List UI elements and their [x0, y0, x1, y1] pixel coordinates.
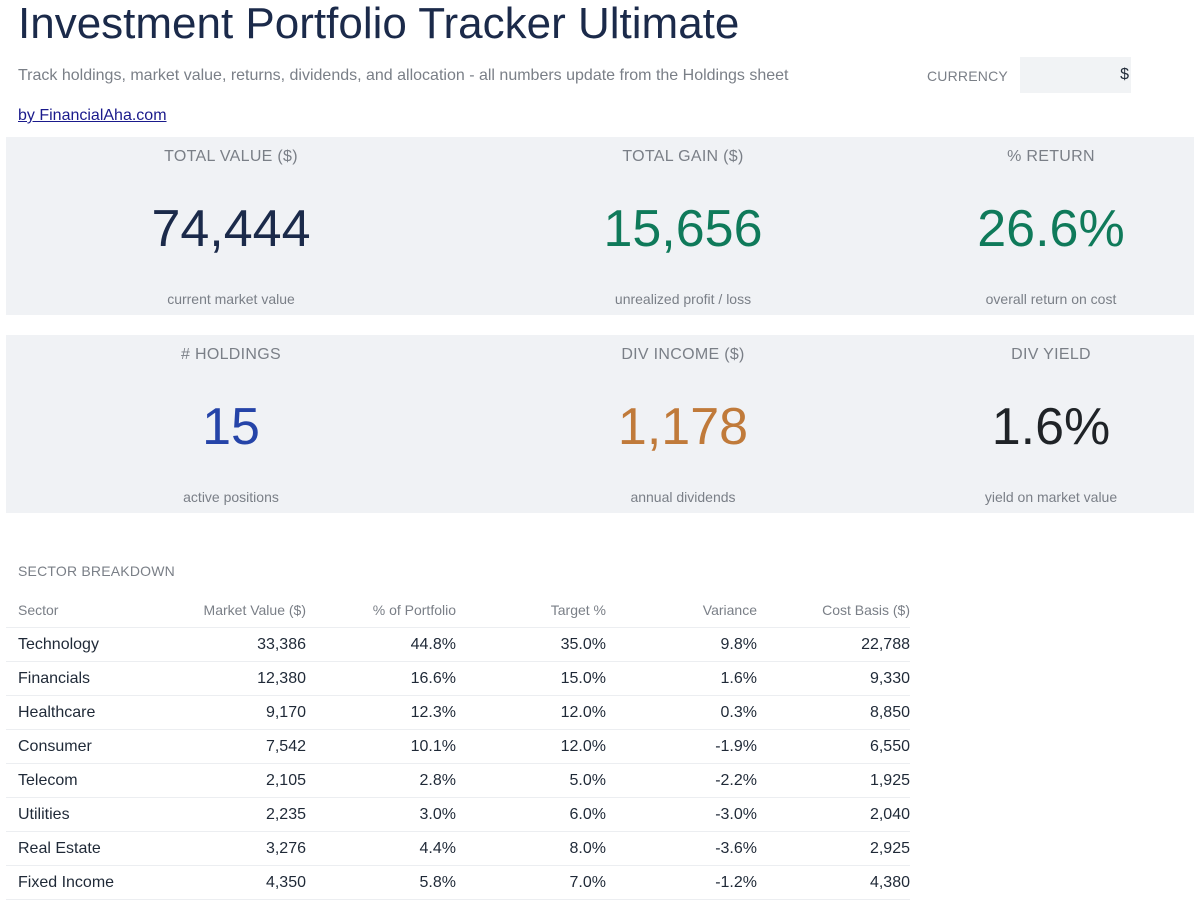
kpi-label: DIV YIELD	[1011, 346, 1091, 363]
cell-market-value: 12,380	[156, 661, 306, 696]
cell-sector: Fixed Income	[6, 865, 156, 900]
kpi-div-yield: DIV YIELD 1.6% yield on market value	[901, 335, 1200, 513]
kpi-value: 1.6%	[991, 398, 1111, 456]
kpi-label: TOTAL GAIN ($)	[622, 148, 744, 165]
column-header-variance: Variance	[606, 592, 757, 628]
cell-market-value: 3,276	[156, 831, 306, 866]
cell-percent-portfolio: 3.0%	[306, 797, 456, 832]
cell-variance: -3.0%	[606, 797, 757, 832]
kpi-value: 74,444	[151, 200, 311, 258]
kpi-label: # HOLDINGS	[181, 346, 281, 363]
sector-breakdown-heading: SECTOR BREAKDOWN	[18, 563, 175, 579]
cell-market-value: 2,235	[156, 797, 306, 832]
cell-target: 35.0%	[456, 627, 606, 662]
cell-percent-portfolio: 2.8%	[306, 763, 456, 798]
cell-percent-portfolio: 44.8%	[306, 627, 456, 662]
cell-percent-portfolio: 5.8%	[306, 865, 456, 900]
cell-percent-portfolio: 4.4%	[306, 831, 456, 866]
table-row: Technology 33,386 44.8% 35.0% 9.8% 22,788	[6, 627, 910, 662]
column-header-cost-basis: Cost Basis ($)	[757, 592, 910, 628]
column-header-target: Target %	[456, 592, 606, 628]
currency-label: CURRENCY	[927, 68, 1008, 84]
cell-sector: Consumer	[6, 729, 156, 764]
cell-variance: -2.2%	[606, 763, 757, 798]
column-header-percent-portfolio: % of Portfolio	[306, 592, 456, 628]
kpi-label: TOTAL VALUE ($)	[164, 148, 298, 165]
kpi-note: annual dividends	[630, 489, 736, 505]
kpi-holdings: # HOLDINGS 15 active positions	[6, 335, 456, 513]
kpi-div-income: DIV INCOME ($) 1,178 annual dividends	[533, 335, 833, 513]
kpi-value: 1,178	[617, 398, 749, 456]
cell-market-value: 4,350	[156, 865, 306, 900]
cell-cost-basis: 22,788	[757, 627, 910, 662]
cell-market-value: 7,542	[156, 729, 306, 764]
kpi-note: yield on market value	[984, 489, 1118, 505]
kpi-total-value: TOTAL VALUE ($) 74,444 current market va…	[6, 137, 456, 315]
kpi-value: 26.6%	[977, 200, 1125, 258]
cell-percent-portfolio: 16.6%	[306, 661, 456, 696]
page-title: Investment Portfolio Tracker Ultimate	[18, 0, 740, 48]
column-header-market-value: Market Value ($)	[156, 592, 306, 628]
table-row: Financials 12,380 16.6% 15.0% 1.6% 9,330	[6, 661, 910, 696]
cell-sector: Technology	[6, 627, 156, 662]
kpi-value: 15	[202, 398, 260, 456]
kpi-panel-bottom: # HOLDINGS 15 active positions DIV INCOM…	[6, 335, 1194, 513]
cell-target: 5.0%	[456, 763, 606, 798]
byline-link[interactable]: by FinancialAha.com	[18, 107, 167, 124]
cell-sector: Real Estate	[6, 831, 156, 866]
cell-market-value: 2,105	[156, 763, 306, 798]
cell-cost-basis: 2,040	[757, 797, 910, 832]
cell-variance: -1.9%	[606, 729, 757, 764]
cell-cost-basis: 4,380	[757, 865, 910, 900]
cell-variance: -3.6%	[606, 831, 757, 866]
cell-cost-basis: 2,925	[757, 831, 910, 866]
kpi-percent-return: % RETURN 26.6% overall return on cost	[901, 137, 1200, 315]
table-row: Healthcare 9,170 12.3% 12.0% 0.3% 8,850	[6, 695, 910, 730]
kpi-note: active positions	[183, 489, 279, 505]
cell-target: 8.0%	[456, 831, 606, 866]
kpi-note: current market value	[167, 291, 295, 307]
column-header-sector: Sector	[6, 592, 156, 628]
cell-sector: Utilities	[6, 797, 156, 832]
cell-variance: -1.2%	[606, 865, 757, 900]
cell-market-value: 9,170	[156, 695, 306, 730]
cell-target: 15.0%	[456, 661, 606, 696]
cell-sector: Telecom	[6, 763, 156, 798]
table-row: Utilities 2,235 3.0% 6.0% -3.0% 2,040	[6, 797, 910, 832]
table-row: Consumer 7,542 10.1% 12.0% -1.9% 6,550	[6, 729, 910, 764]
kpi-value: 15,656	[603, 200, 763, 258]
cell-market-value: 33,386	[156, 627, 306, 662]
kpi-total-gain: TOTAL GAIN ($) 15,656 unrealized profit …	[533, 137, 833, 315]
cell-variance: 0.3%	[606, 695, 757, 730]
cell-cost-basis: 8,850	[757, 695, 910, 730]
cell-target: 12.0%	[456, 729, 606, 764]
kpi-panel-top: TOTAL VALUE ($) 74,444 current market va…	[6, 137, 1194, 315]
kpi-note: unrealized profit / loss	[614, 291, 752, 307]
cell-target: 6.0%	[456, 797, 606, 832]
cell-percent-portfolio: 12.3%	[306, 695, 456, 730]
table-row: Telecom 2,105 2.8% 5.0% -2.2% 1,925	[6, 763, 910, 798]
cell-percent-portfolio: 10.1%	[306, 729, 456, 764]
cell-sector: Financials	[6, 661, 156, 696]
kpi-note: overall return on cost	[985, 291, 1117, 307]
cell-cost-basis: 9,330	[757, 661, 910, 696]
cell-target: 12.0%	[456, 695, 606, 730]
table-row: Real Estate 3,276 4.4% 8.0% -3.6% 2,925	[6, 831, 910, 866]
table-header-row: Sector Market Value ($) % of Portfolio T…	[6, 592, 910, 628]
kpi-label: DIV INCOME ($)	[621, 346, 745, 363]
cell-cost-basis: 6,550	[757, 729, 910, 764]
kpi-label: % RETURN	[1007, 148, 1095, 165]
cell-sector: Healthcare	[6, 695, 156, 730]
cell-variance: 1.6%	[606, 661, 757, 696]
page-subtitle: Track holdings, market value, returns, d…	[18, 67, 789, 84]
currency-input[interactable]: $	[1020, 57, 1131, 93]
cell-cost-basis: 1,925	[757, 763, 910, 798]
cell-target: 7.0%	[456, 865, 606, 900]
cell-variance: 9.8%	[606, 627, 757, 662]
sector-breakdown-table: Sector Market Value ($) % of Portfolio T…	[6, 592, 910, 900]
table-row: Fixed Income 4,350 5.8% 7.0% -1.2% 4,380	[6, 865, 910, 900]
